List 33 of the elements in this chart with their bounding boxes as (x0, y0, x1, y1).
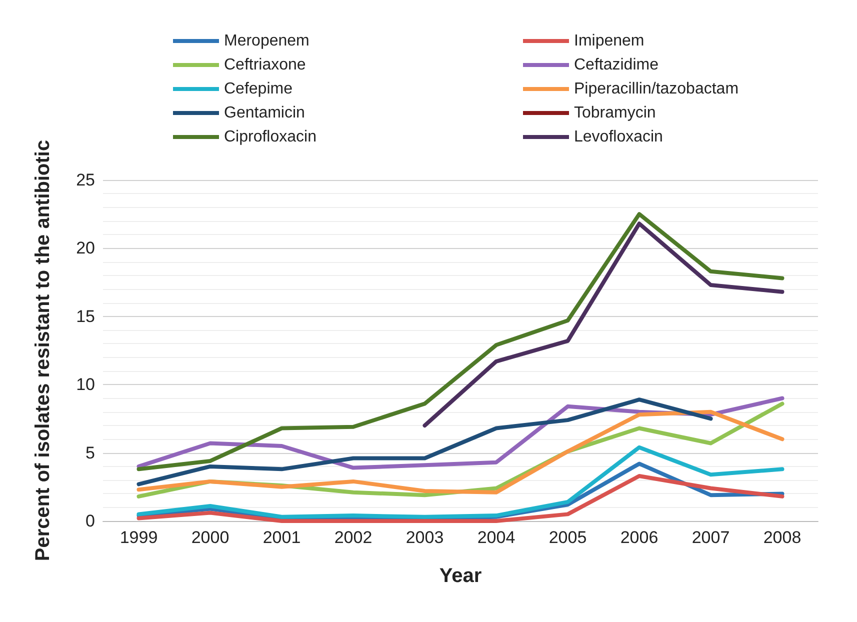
x-tick-label: 1999 (120, 528, 158, 547)
legend-label: Tobramycin (574, 104, 656, 122)
y-axis-title: Percent of isolates resistant to the antibiotic (32, 140, 54, 562)
legend-label: Ceftazidime (574, 56, 659, 74)
y-tick-label: 15 (76, 306, 95, 326)
x-tick-label: 2004 (477, 528, 516, 547)
y-tick-label: 5 (86, 443, 95, 462)
x-tick-label: 2007 (692, 528, 730, 547)
legend-label: Meropenem (224, 32, 310, 50)
line-series (136, 212, 784, 472)
x-tick-label: 2000 (191, 528, 230, 547)
line-series (422, 222, 784, 428)
line-series (136, 398, 713, 486)
legend-label: Ceftriaxone (224, 56, 306, 74)
x-tick-label: 2003 (406, 528, 444, 547)
line-series (136, 445, 784, 519)
y-tick-label: 20 (76, 238, 95, 258)
x-tick-label: 2008 (763, 528, 802, 547)
x-axis-title: Year (439, 565, 482, 587)
x-tick-label: 2005 (548, 528, 587, 547)
legend-label: Ciprofloxacin (224, 128, 316, 146)
x-tick-label: 2002 (334, 528, 372, 547)
legend-label: Levofloxacin (574, 128, 663, 146)
line-series (136, 474, 784, 523)
y-tick-label: 25 (76, 170, 95, 190)
y-tick-label: 0 (86, 512, 95, 530)
x-tick-label: 2006 (620, 528, 658, 547)
y-tick-label: 10 (76, 375, 95, 394)
x-tick-label: 2001 (262, 528, 301, 547)
legend-label: Cefepime (224, 80, 293, 98)
legend-label: Gentamicin (224, 104, 305, 122)
legend-label: Piperacillin/tazobactam (574, 80, 739, 98)
legend-label: Imipenem (574, 32, 644, 50)
